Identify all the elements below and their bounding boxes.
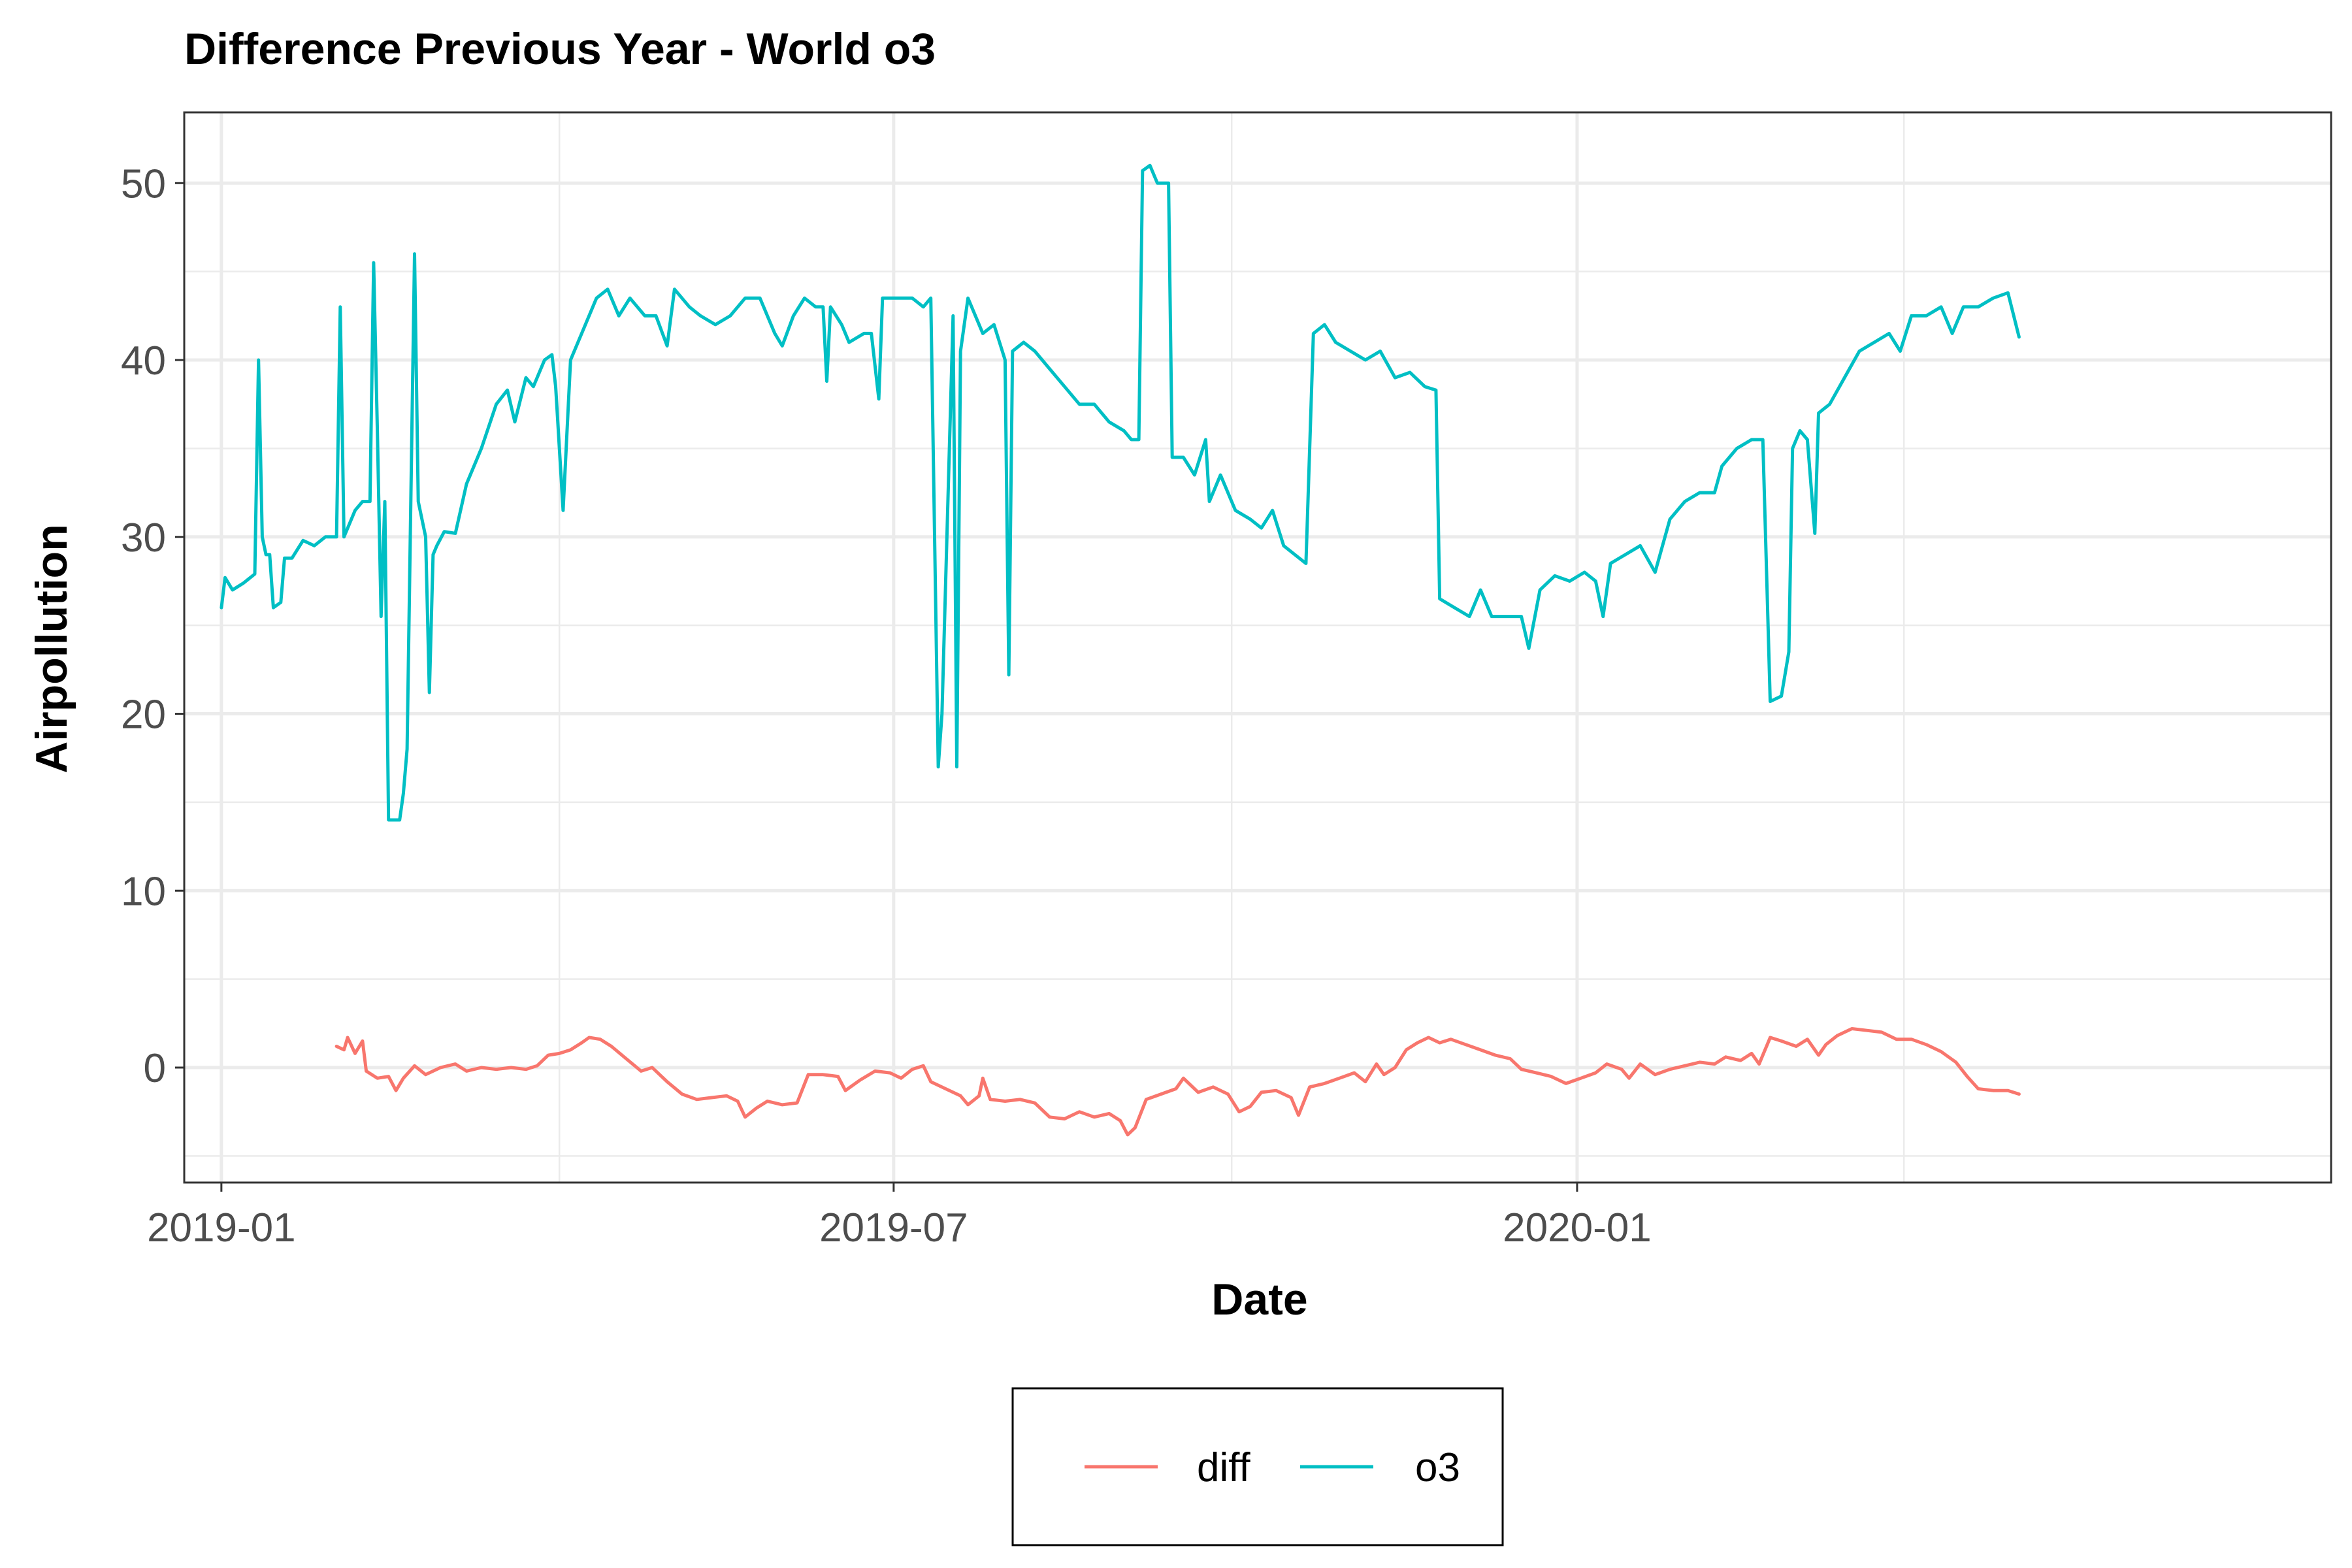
y-tick-label: 40 [121,338,166,384]
panel-border [183,111,2332,1184]
chart-title: Difference Previous Year - World o3 [184,24,936,74]
series-line-diff [335,1027,2021,1137]
y-tick-label: 20 [121,693,166,738]
grid-lines [184,112,2331,1183]
x-axis-title: Date [1211,1275,1307,1324]
y-tick-label: 0 [144,1046,166,1091]
y-tick-label: 50 [121,161,166,206]
plot-panel [184,112,2331,1183]
x-tick-label: 2019-01 [147,1205,296,1250]
legend-label-o3: o3 [1415,1445,1460,1490]
y-tick-label: 10 [121,869,166,914]
series-lines [220,163,2021,1137]
x-tick-label: 2020-01 [1503,1205,1652,1250]
x-tick-label: 2019-07 [819,1205,968,1250]
y-axis: 0 10 20 30 40 50 [121,161,184,1091]
y-axis-title: Airpollution [27,524,76,773]
legend-label-diff: diff [1197,1445,1250,1490]
legend: diff o3 [1011,1387,1504,1546]
series-line-o3 [220,163,2021,822]
x-axis: 2019-01 2019-07 2020-01 [147,1183,1652,1250]
y-tick-label: 30 [121,515,166,561]
